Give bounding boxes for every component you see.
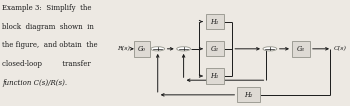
Bar [237, 87, 260, 102]
Text: H₂: H₂ [244, 91, 253, 99]
Text: H₁: H₁ [210, 18, 219, 26]
Text: the figure,  and obtain  the: the figure, and obtain the [2, 41, 98, 50]
Text: G₂: G₂ [211, 45, 219, 53]
Text: Example 3:  Simplify  the: Example 3: Simplify the [2, 4, 92, 12]
Text: function C(s)/R(s).: function C(s)/R(s). [2, 79, 68, 87]
Text: block  diagram  shown  in: block diagram shown in [2, 23, 94, 31]
Bar [206, 68, 224, 84]
Text: G₀: G₀ [138, 45, 146, 53]
Circle shape [151, 47, 164, 51]
Bar [206, 41, 224, 56]
Circle shape [263, 47, 277, 51]
Bar [134, 41, 150, 57]
Text: R(s): R(s) [117, 46, 130, 51]
Text: C(s): C(s) [334, 46, 347, 51]
Bar [206, 14, 224, 29]
Text: H₁: H₁ [210, 72, 219, 80]
Circle shape [177, 47, 190, 51]
Bar [292, 41, 310, 57]
Text: closed-loop         transfer: closed-loop transfer [2, 60, 91, 68]
Text: G₃: G₃ [297, 45, 305, 53]
